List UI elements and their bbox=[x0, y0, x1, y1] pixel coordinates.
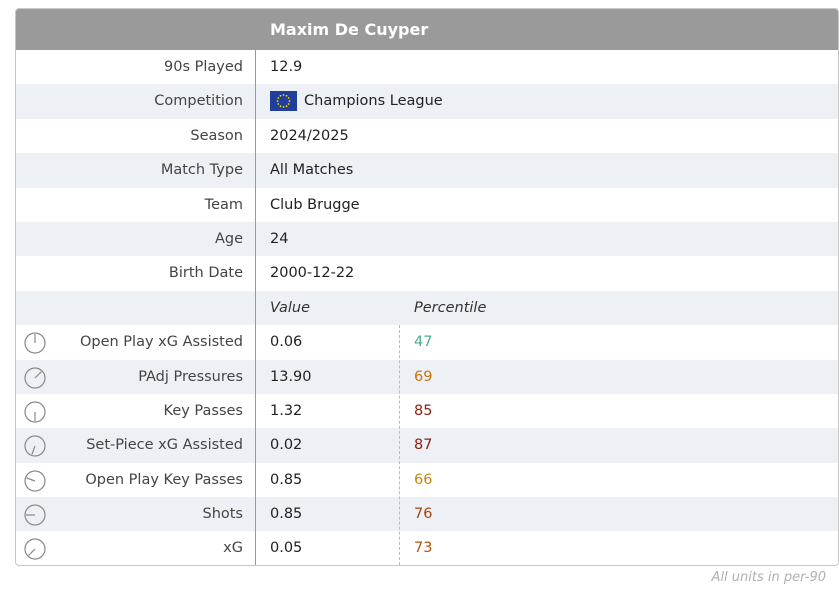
info-row: Match Type All Matches bbox=[16, 153, 838, 188]
stat-percentile: 47 bbox=[414, 334, 433, 351]
row-label: 90s Played bbox=[164, 59, 243, 75]
row-value: 2000-12-22 bbox=[270, 256, 354, 290]
stat-row: PAdj Pressures 13.90 69 bbox=[16, 359, 838, 394]
stat-percentile: 76 bbox=[414, 506, 433, 523]
stat-value: 0.05 bbox=[270, 540, 303, 557]
player-card: Maxim De Cuyper 90s Played 12.9 Competitio… bbox=[15, 8, 839, 566]
value-header: Value bbox=[270, 299, 311, 316]
gauge-icon bbox=[24, 401, 46, 423]
info-row: Birth Date 2000-12-22 bbox=[16, 256, 838, 290]
row-value: 12.9 bbox=[270, 50, 302, 84]
player-name: Maxim De Cuyper bbox=[270, 20, 429, 39]
stat-label: Shots bbox=[202, 506, 243, 523]
row-label: Birth Date bbox=[168, 265, 243, 282]
row-label: Match Type bbox=[160, 162, 243, 179]
stat-value: 0.85 bbox=[270, 471, 303, 488]
row-value-text: Club Brugge bbox=[270, 196, 360, 213]
gauge-icon bbox=[24, 538, 46, 561]
row-label: Competition bbox=[154, 93, 243, 110]
info-row: Competition Champions League bbox=[16, 84, 838, 119]
card-header: Maxim De Cuyper bbox=[16, 9, 838, 50]
stat-value: 0.06 bbox=[270, 334, 303, 351]
row-value: Club Brugge bbox=[270, 188, 360, 222]
row-label: Team bbox=[204, 196, 243, 213]
gauge-icon bbox=[24, 332, 46, 354]
row-value-text: 24 bbox=[270, 230, 289, 247]
info-row: Age 24 bbox=[16, 221, 838, 257]
stat-row: Set-Piece xG Assisted 0.02 87 bbox=[16, 428, 838, 463]
stat-percentile: 85 bbox=[414, 402, 433, 419]
row-value: Champions League bbox=[270, 84, 443, 118]
stat-percentile: 66 bbox=[414, 471, 433, 488]
stat-row: xG 0.05 73 bbox=[16, 531, 838, 565]
row-value-text: 2024/2025 bbox=[270, 127, 349, 144]
row-value: 24 bbox=[270, 222, 288, 256]
info-row: 90s Played 12.9 bbox=[16, 50, 838, 84]
stat-value: 0.85 bbox=[270, 506, 303, 523]
info-row: Team Club Brugge bbox=[16, 188, 838, 222]
row-value-text: All Matches bbox=[270, 162, 354, 179]
stat-percentile: 73 bbox=[414, 540, 433, 557]
rows: 90s Played 12.9 Competition Champions Leagu… bbox=[16, 50, 838, 565]
stat-row: Open Play xG Assisted 0.06 47 bbox=[16, 325, 838, 359]
stat-label: Open Play xG Assisted bbox=[79, 334, 243, 351]
row-value-text: Champions League bbox=[304, 93, 443, 110]
gauge-icon bbox=[24, 470, 46, 492]
stat-label: xG bbox=[223, 540, 243, 557]
stat-value: 0.02 bbox=[270, 437, 303, 454]
footer-note: All units in per-90 bbox=[711, 570, 826, 585]
stat-row: Open Play Key Passes 0.85 66 bbox=[16, 463, 838, 497]
stat-label: PAdj Pressures bbox=[138, 368, 243, 385]
stat-value: 13.90 bbox=[270, 368, 312, 385]
stat-percentile: 87 bbox=[414, 437, 433, 454]
percentile-header: Percentile bbox=[414, 299, 487, 316]
stat-label: Set-Piece xG Assisted bbox=[86, 437, 243, 454]
stats-header-row: Value Percentile bbox=[16, 290, 838, 326]
gauge-icon bbox=[24, 504, 46, 526]
gauge-icon bbox=[24, 366, 46, 389]
competition-flag bbox=[270, 91, 297, 112]
column-divider bbox=[255, 50, 256, 565]
info-row: Season 2024/2025 bbox=[16, 119, 838, 153]
stat-row: Shots 0.85 76 bbox=[16, 497, 838, 532]
row-label: Age bbox=[214, 230, 243, 247]
stat-label: Open Play Key Passes bbox=[85, 471, 243, 488]
row-value-text: 12.9 bbox=[270, 59, 303, 75]
stat-label: Key Passes bbox=[163, 402, 243, 419]
gauge-icon bbox=[24, 435, 46, 457]
stat-row: Key Passes 1.32 85 bbox=[16, 394, 838, 428]
row-value: 2024/2025 bbox=[270, 119, 349, 153]
row-label: Season bbox=[190, 127, 243, 144]
dashed-divider bbox=[399, 325, 400, 565]
row-value-text: 2000-12-22 bbox=[270, 265, 355, 282]
stat-value: 1.32 bbox=[270, 402, 303, 419]
stat-percentile: 69 bbox=[414, 368, 433, 385]
row-value: All Matches bbox=[270, 153, 353, 187]
